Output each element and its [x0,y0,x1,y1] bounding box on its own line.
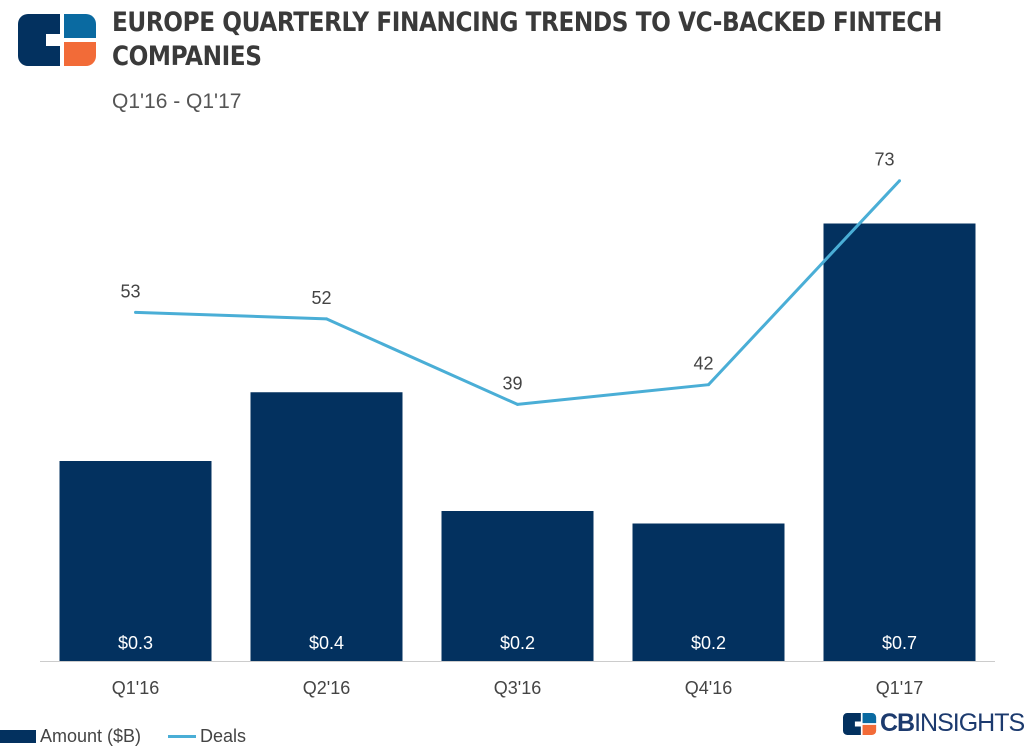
deals-label-1: 52 [311,288,331,308]
bar-0 [59,461,212,661]
deals-label-2: 39 [502,373,522,393]
legend-swatch-line [168,735,196,738]
legend-label-deals: Deals [200,726,247,746]
legend-deals: Deals [168,726,246,747]
x-tick-label-1: Q2'16 [303,678,350,698]
chart-subtitle: Q1'16 - Q1'17 [112,90,242,113]
brand-light: INSIGHTS [914,709,1024,737]
bar-3 [632,523,785,661]
x-tick-label-0: Q1'16 [112,678,159,698]
x-tick-label-3: Q4'16 [685,678,732,698]
x-tick-label-2: Q3'16 [494,678,541,698]
deals-point-1 [325,317,328,321]
legend-amount: Amount ($B) [0,726,141,747]
deals-label-4: 73 [874,150,894,170]
bar-label-4: $0.7 [882,633,917,653]
chart-title: EUROPE QUARTERLY FINANCING TRENDS TO VC-… [112,7,942,72]
bar-label-2: $0.2 [500,633,535,653]
bar-label-0: $0.3 [118,633,153,653]
deals-point-4 [898,179,901,183]
brand-bold: CB [880,709,915,737]
deals-point-0 [134,310,137,314]
cb-insights-small-logo [843,712,877,735]
deals-point-2 [516,402,519,406]
bar-label-3: $0.2 [691,633,726,653]
legend-swatch-bar [0,730,36,743]
x-tick-label-4: Q1'17 [876,678,923,698]
deals-label-0: 53 [120,281,140,301]
deals-label-3: 42 [693,354,713,374]
chart: $0.3 Q1'16 $0.4 Q2'16 $0.2 Q3'16 $0.2 Q4'16 $0.7… [40,150,995,698]
bar-label-1: $0.4 [309,633,344,653]
bar-4 [823,223,976,661]
deals-line [135,179,901,406]
cb-insights-wordmark: CB INSIGHTS [843,709,1024,738]
bar-2 [441,511,594,661]
legend-label-amount: Amount ($B) [40,726,142,746]
cb-insights-logo [18,14,96,66]
deals-point-3 [707,383,710,387]
bar-1 [250,392,403,661]
